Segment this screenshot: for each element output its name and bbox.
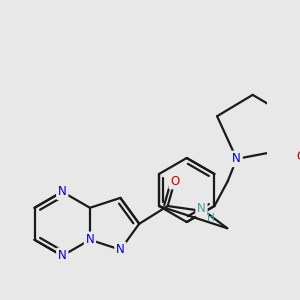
Text: N: N — [116, 243, 125, 256]
Text: N: N — [58, 249, 67, 262]
Text: N: N — [58, 185, 67, 198]
Text: N: N — [85, 233, 94, 246]
Text: N: N — [197, 202, 206, 215]
Text: O: O — [170, 175, 179, 188]
Text: O: O — [296, 150, 300, 163]
Text: N: N — [232, 152, 241, 165]
Text: H: H — [207, 213, 215, 223]
